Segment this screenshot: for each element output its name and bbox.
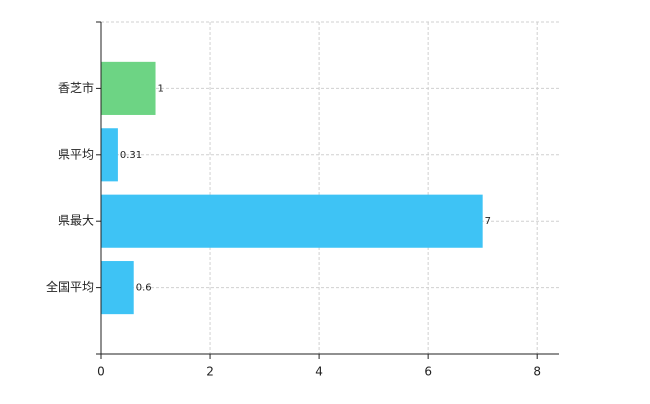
bar [101,61,156,115]
x-tick-label: 6 [424,365,432,379]
bar [101,128,118,182]
bar [101,194,483,248]
bar [101,261,134,315]
y-tick-label: 県平均 [58,147,94,161]
value-label: 1 [158,83,164,94]
x-tick-label: 0 [97,365,105,379]
y-tick-label: 香芝市 [58,80,94,95]
y-tick-label: 県最大 [58,214,94,228]
value-label: 0.31 [120,150,142,161]
x-tick-label: 8 [533,365,541,379]
value-label: 7 [485,216,491,227]
value-label: 0.6 [136,283,152,294]
x-tick-label: 2 [206,365,214,379]
x-tick-label: 4 [315,365,323,379]
y-tick-label: 全国平均 [46,279,94,294]
